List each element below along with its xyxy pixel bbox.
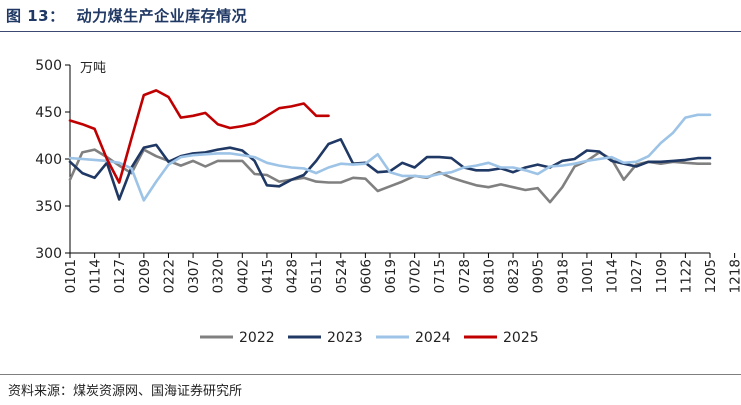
source-divider xyxy=(0,374,741,375)
figure-label: 图 13： xyxy=(6,7,65,25)
y-tick-label: 450 xyxy=(35,105,62,121)
figure-title: 图 13： 动力煤生产企业库存情况 xyxy=(6,5,247,26)
series-line-2025 xyxy=(68,89,330,184)
x-tick-label: 1218 xyxy=(728,259,741,293)
x-tick-label: 0101 xyxy=(63,259,79,293)
y-tick-label: 500 xyxy=(35,58,62,74)
series-lines xyxy=(68,89,712,204)
x-tick-label: 0715 xyxy=(432,259,448,293)
y-tick-label: 300 xyxy=(35,246,62,262)
legend: 2022 2023 2024 2025 xyxy=(200,330,539,346)
x-tick-label: 0905 xyxy=(531,259,547,293)
legend-label-2024: 2024 xyxy=(415,330,451,346)
x-tick-label: 0823 xyxy=(506,259,522,293)
x-tick-label: 0114 xyxy=(88,259,104,293)
x-tick-label: 0127 xyxy=(112,259,128,293)
legend-label-2023: 2023 xyxy=(327,330,363,346)
x-tick-label: 0307 xyxy=(186,259,202,293)
y-unit-label: 万吨 xyxy=(80,61,106,76)
x-tick-label: 0209 xyxy=(137,259,153,293)
x-tick-label: 0606 xyxy=(358,259,374,293)
x-tick-label: 0428 xyxy=(285,259,301,293)
y-axis: 300 350 400 450 500 xyxy=(35,58,71,262)
x-tick-label: 0511 xyxy=(309,259,325,293)
x-tick-label: 1122 xyxy=(678,259,694,293)
x-tick-label: 1027 xyxy=(629,259,645,293)
x-tick-label: 0402 xyxy=(235,259,251,293)
x-tick-label: 0222 xyxy=(161,259,177,293)
x-tick-label: 0619 xyxy=(383,259,399,293)
source-note: 资料来源：煤炭资源网、国海证券研究所 xyxy=(8,384,243,399)
x-tick-label: 0918 xyxy=(555,259,571,293)
x-tick-label: 0320 xyxy=(211,259,227,293)
figure-title-text: 动力煤生产企业库存情况 xyxy=(76,7,248,25)
series-line-2024 xyxy=(68,113,712,202)
x-axis: 0101 0114 0127 0209 0222 0307 0320 0402 0415 0428… xyxy=(63,252,741,293)
x-tick-label: 1109 xyxy=(654,259,670,293)
x-tick-label: 0810 xyxy=(481,259,497,293)
title-divider xyxy=(0,31,741,32)
x-tick-label: 0728 xyxy=(457,259,473,293)
x-tick-label: 1205 xyxy=(703,259,719,293)
y-tick-label: 350 xyxy=(35,199,62,215)
y-tick-label: 400 xyxy=(35,152,62,168)
x-tick-label: 0524 xyxy=(334,259,350,293)
line-chart: 300 350 400 450 500 0101 0114 0127 0209 0222 0307… xyxy=(35,58,741,346)
x-tick-label: 0702 xyxy=(408,259,424,293)
legend-label-2025: 2025 xyxy=(503,330,539,346)
x-tick-label: 1001 xyxy=(580,259,596,293)
legend-label-2022: 2022 xyxy=(239,330,275,346)
x-tick-label: 1014 xyxy=(605,259,621,293)
x-tick-label: 0415 xyxy=(260,259,276,293)
